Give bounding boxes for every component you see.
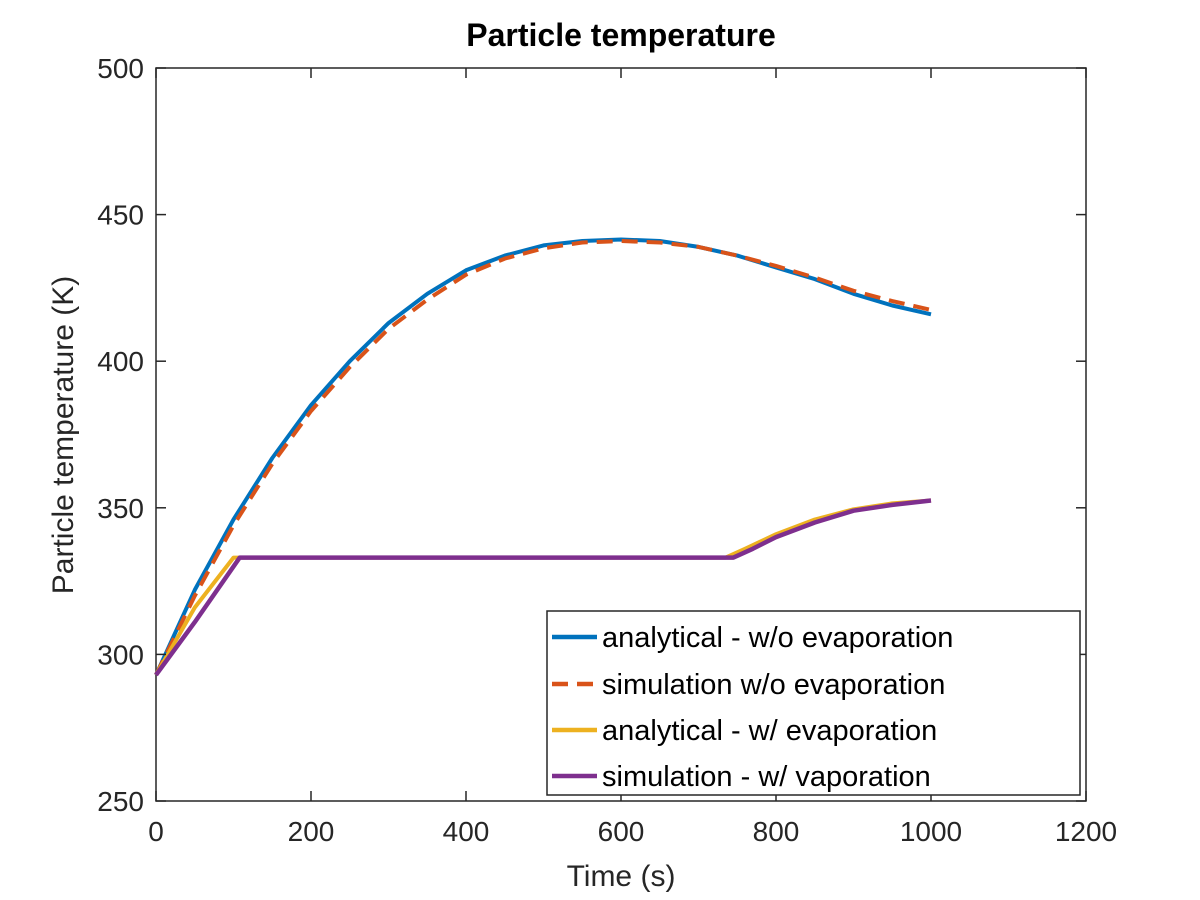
legend-box [546, 610, 1081, 796]
x-tick-label: 200 [288, 816, 335, 847]
y-tick-label: 250 [97, 786, 144, 817]
legend-label-3: analytical - w/ evaporation [602, 715, 937, 747]
y-tick-label: 450 [97, 200, 144, 231]
y-tick-label: 500 [97, 53, 144, 84]
series-line-2 [154, 239, 932, 676]
y-tick-label: 350 [97, 493, 144, 524]
x-tick-label: 1000 [900, 816, 962, 847]
legend-label-1: analytical - w/o evaporation [602, 622, 953, 654]
x-axis-label: Time (s) [567, 860, 676, 893]
legend-label-2: simulation w/o evaporation [602, 669, 945, 701]
y-tick-label: 300 [97, 639, 144, 670]
legend-label-4: simulation - w/ vaporation [602, 761, 931, 793]
series-layer [154, 237, 932, 677]
series-line-4 [154, 498, 932, 677]
x-tick-label: 800 [753, 816, 800, 847]
y-tick-label: 400 [97, 346, 144, 377]
x-tick-label: 0 [148, 816, 164, 847]
legend: analytical - w/o evaporation simulation w… [546, 610, 1081, 796]
x-tick-label: 1200 [1055, 816, 1117, 847]
ticks-layer: 0 200 400 600 800 1000 1200 250 300 350 400 450 500 [97, 53, 1117, 847]
x-tick-label: 400 [443, 816, 490, 847]
y-axis-label: Particle temperature (K) [47, 276, 80, 594]
chart-title: Particle temperature [466, 17, 775, 53]
x-tick-label: 600 [598, 816, 645, 847]
